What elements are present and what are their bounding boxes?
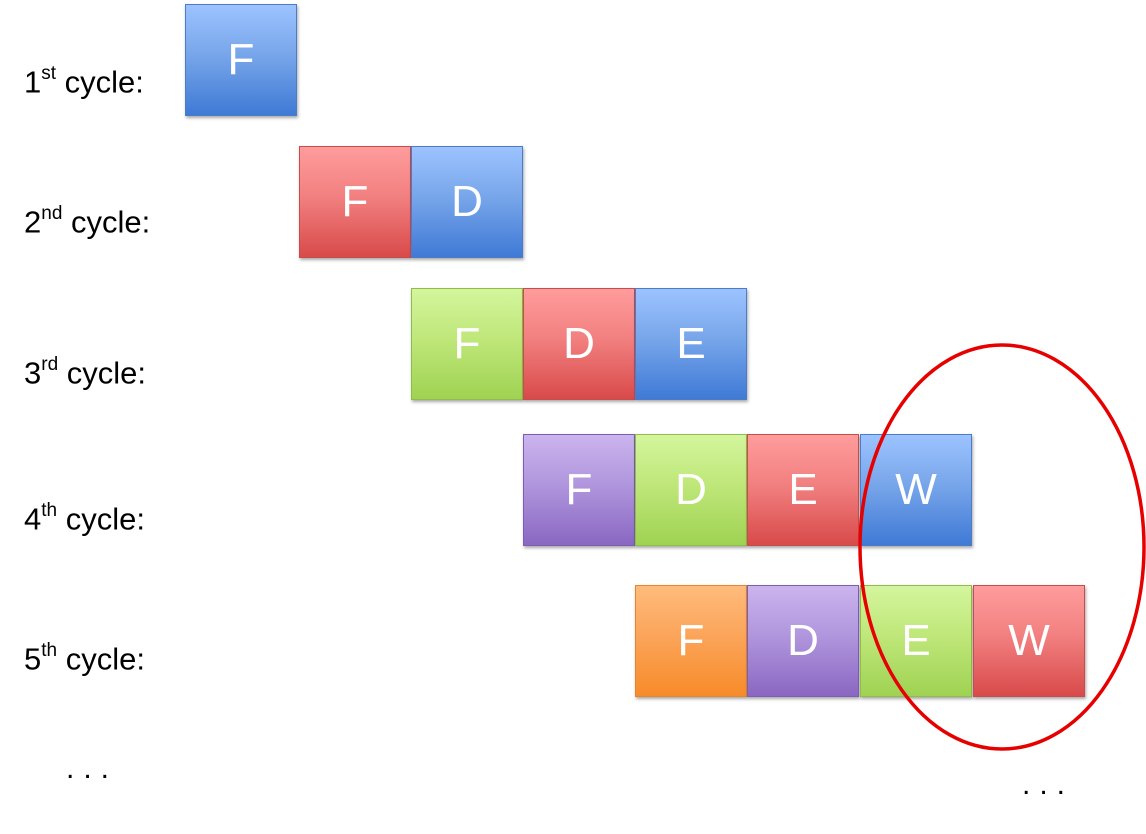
ellipsis-left: ...: [66, 752, 119, 785]
row-label-4: 4th cycle:: [24, 500, 145, 537]
stage-box-execute: E: [860, 585, 972, 697]
row-label-1: 1st cycle:: [24, 63, 144, 100]
stage-box-decode: D: [523, 288, 635, 400]
stage-box-writeback: W: [973, 585, 1085, 697]
row-label-2: 2nd cycle:: [24, 203, 151, 240]
row-label-5: 5th cycle:: [24, 640, 145, 677]
stage-box-execute: E: [635, 288, 747, 400]
ellipsis-right: ...: [1022, 768, 1075, 801]
stage-box-decode: D: [635, 434, 747, 546]
row-label-3: 3rd cycle:: [24, 354, 147, 391]
stage-box-fetch: F: [299, 146, 411, 258]
stage-box-decode: D: [411, 146, 523, 258]
stage-box-fetch: F: [411, 288, 523, 400]
stage-box-fetch: F: [635, 585, 747, 697]
stage-box-execute: E: [747, 434, 859, 546]
stage-box-fetch: F: [523, 434, 635, 546]
stage-box-writeback: W: [860, 434, 972, 546]
stage-box-decode: D: [747, 585, 859, 697]
stage-box-fetch: F: [185, 4, 297, 116]
